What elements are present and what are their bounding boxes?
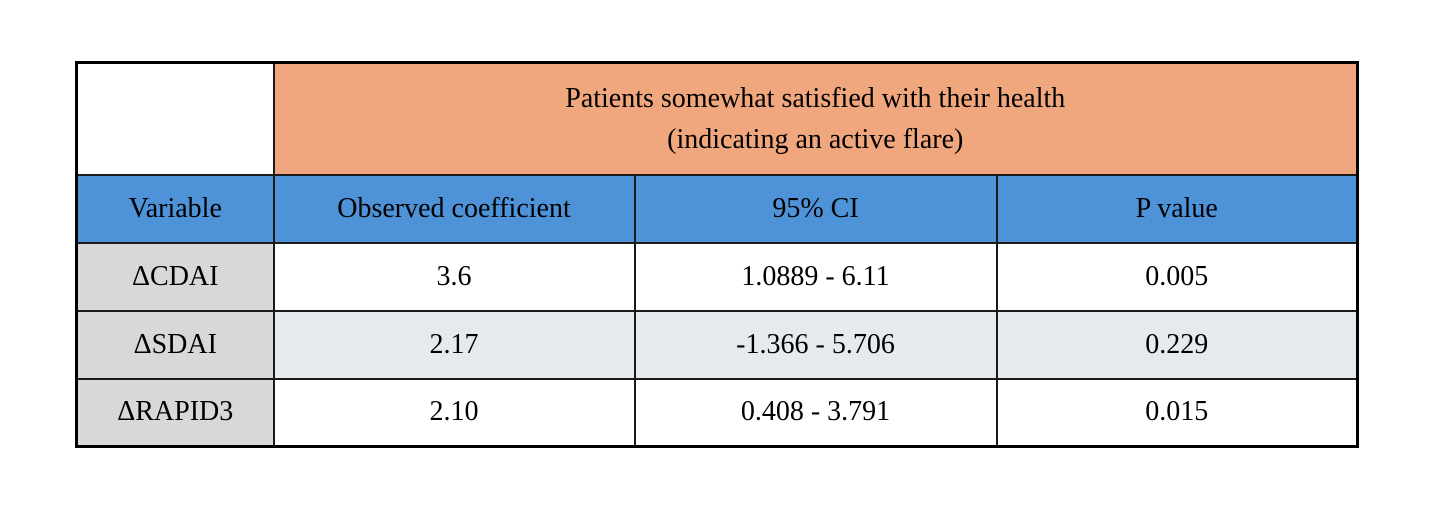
ci-cell: 0.408 - 3.791 [633,377,998,448]
p-value-cell: 0.015 [995,377,1359,448]
corner-empty-cell [75,61,275,176]
column-header-p-value: P value [995,173,1359,244]
variable-cell: ΔRAPID3 [75,377,275,448]
ci-cell: -1.366 - 5.706 [633,309,998,380]
column-header-variable: Variable [75,173,275,244]
variable-cell: ΔCDAI [75,241,275,312]
coefficient-cell: 3.6 [272,241,636,312]
table-row-cdai: ΔCDAI 3.6 1.0889 - 6.11 0.005 [75,241,1359,312]
group-header-line2: (indicating an active flare) [667,123,964,155]
results-table: Patients somewhat satisfied with their h… [75,61,1360,448]
coefficient-cell: 2.17 [272,309,636,380]
column-header-ci: 95% CI [633,173,998,244]
results-table-container: Patients somewhat satisfied with their h… [75,61,1360,448]
group-header-line1: Patients somewhat satisfied with their h… [565,82,1066,114]
group-header-row: Patients somewhat satisfied with their h… [75,61,1359,176]
coefficient-cell: 2.10 [272,377,636,448]
p-value-cell: 0.005 [995,241,1359,312]
table-row-rapid3: ΔRAPID3 2.10 0.408 - 3.791 0.015 [75,377,1359,448]
p-value-cell: 0.229 [995,309,1359,380]
ci-cell: 1.0889 - 6.11 [633,241,998,312]
group-header-cell: Patients somewhat satisfied with their h… [272,61,1359,176]
column-header-coefficient: Observed coefficient [272,173,636,244]
variable-cell: ΔSDAI [75,309,275,380]
table-row-sdai: ΔSDAI 2.17 -1.366 - 5.706 0.229 [75,309,1359,380]
column-header-row: Variable Observed coefficient 95% CI P v… [75,173,1359,244]
